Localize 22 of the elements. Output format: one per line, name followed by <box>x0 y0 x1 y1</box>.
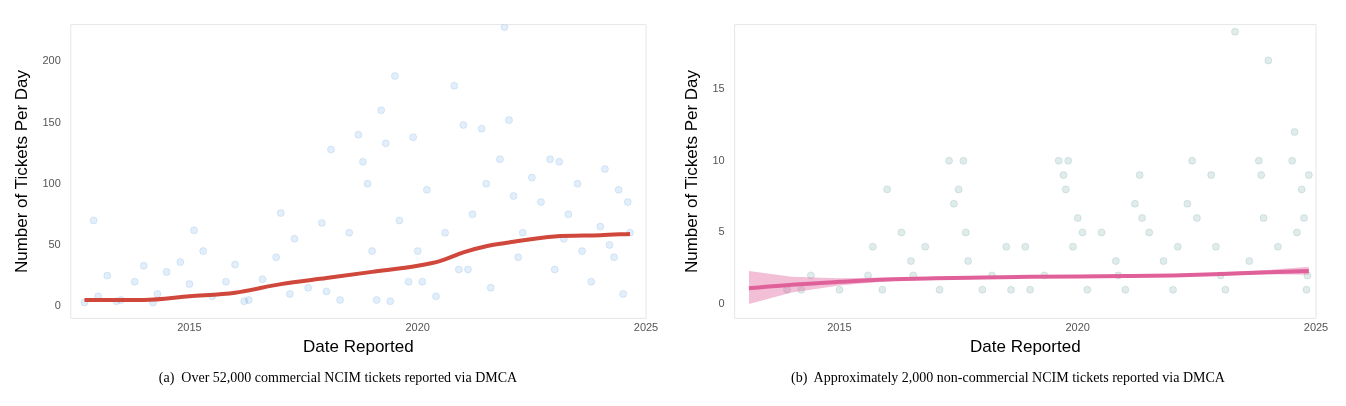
line-series <box>746 269 1311 291</box>
x-axis-title: Date Reported <box>303 337 414 357</box>
x-tick-label: 2015 <box>177 321 202 334</box>
y-tick-label: 15 <box>712 82 725 95</box>
x-tick-label: 2025 <box>633 321 659 334</box>
text: (b) Approximately 2,000 non-commercial NCIM tickets reported via DMCA <box>791 370 1225 386</box>
y-tick-label: 0 <box>54 299 61 312</box>
x-axis-title: Date Reported <box>970 337 1081 357</box>
y-tick-label: 5 <box>718 225 725 238</box>
y-axis-title: Number of Tickets Per Day <box>681 69 701 274</box>
text: (a) Over 52,000 commercial NCIM tickets reported via DMCA <box>158 370 518 386</box>
y-axis-title: Number of Tickets Per Day <box>11 69 31 274</box>
x-tick-label: 2020 <box>405 321 430 334</box>
y-tick-label: 0 <box>718 297 725 310</box>
x-tick-label: 2015 <box>827 321 852 334</box>
x-tick-label: 2025 <box>1303 321 1329 334</box>
x-tick-label: 2020 <box>1065 321 1090 334</box>
y-tick-label: 200 <box>42 54 61 67</box>
y-tick-label: 10 <box>712 153 725 166</box>
y-tick-label: 50 <box>48 237 61 250</box>
y-tick-label: 100 <box>42 176 61 189</box>
y-tick-label: 150 <box>42 115 61 128</box>
